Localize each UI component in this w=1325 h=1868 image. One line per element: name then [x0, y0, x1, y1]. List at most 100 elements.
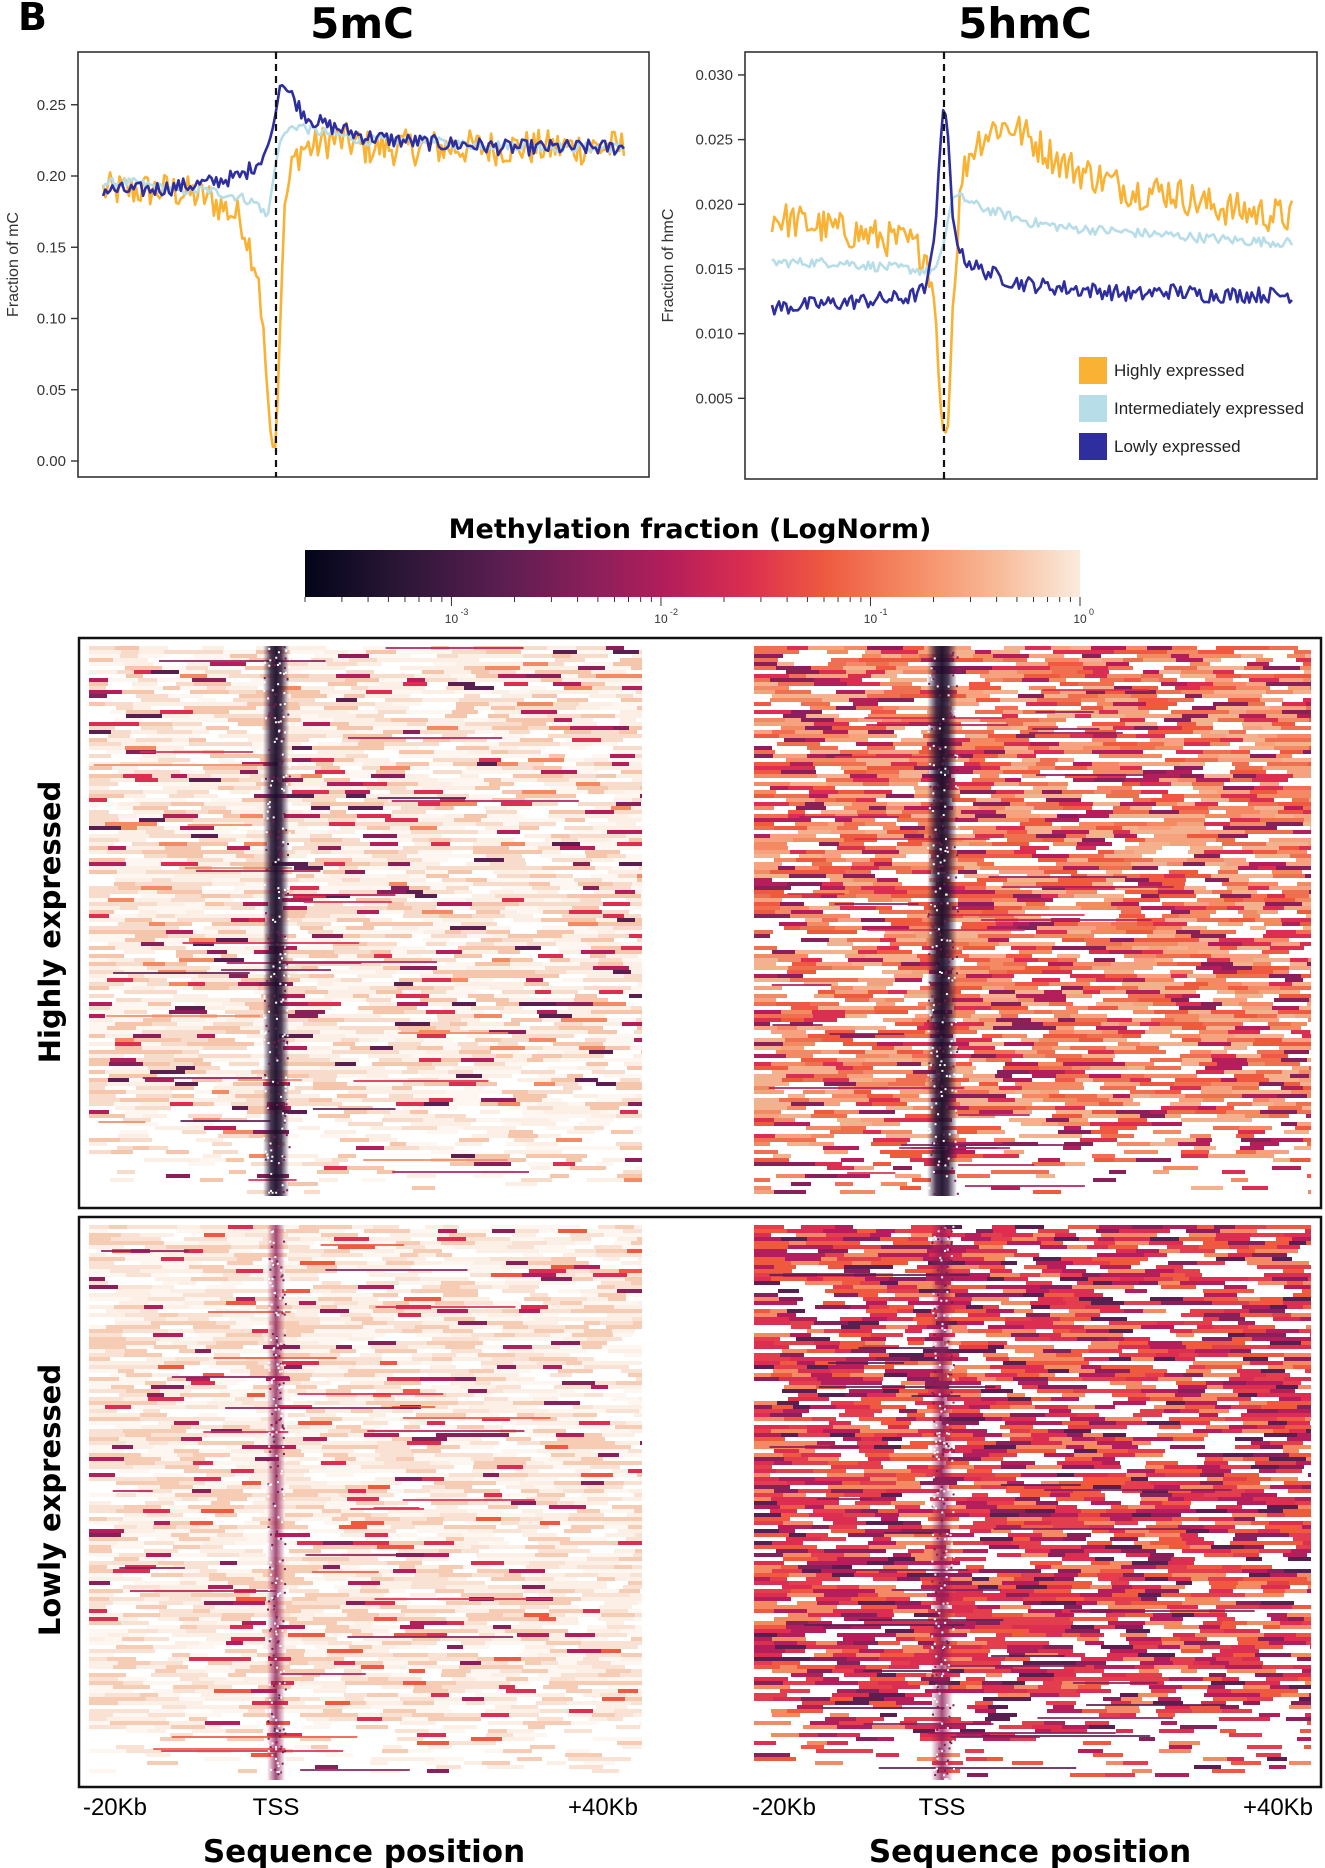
heatmap-cell: [599, 958, 622, 962]
heatmap-cell: [640, 786, 642, 790]
heatmap-cell: [494, 734, 524, 738]
heatmap-cell: [530, 994, 551, 998]
heatmap-cell: [426, 878, 442, 882]
heatmap-cell: [1210, 742, 1230, 746]
heatmap-cell: [1069, 854, 1104, 858]
heatmap-cell: [640, 1014, 642, 1018]
heatmap-cell: [1213, 722, 1242, 726]
heatmap-cell: [89, 926, 125, 930]
tss-speckle: [281, 1127, 284, 1130]
heatmap-cell: [1139, 794, 1162, 798]
heatmap-cell: [451, 1094, 479, 1098]
heatmap-cell: [819, 670, 846, 674]
heatmap-cell: [455, 1142, 482, 1146]
heatmap-cell: [244, 822, 265, 826]
heatmap-cell: [1229, 806, 1254, 810]
heatmap-cell: [1267, 762, 1283, 766]
heatmap-cell: [161, 882, 196, 886]
heatmap-cell: [348, 1158, 367, 1162]
heatmap-cell: [340, 750, 364, 754]
heatmap-cell: [1039, 718, 1066, 722]
heatmap-cell: [1125, 838, 1145, 842]
heatmap-cell: [544, 762, 576, 766]
heatmap-cell: [287, 794, 314, 798]
heatmap-cell: [504, 970, 535, 974]
heatmap-cell: [1278, 882, 1297, 886]
heatmap-cell: [779, 942, 805, 946]
heatmap-cell: [405, 770, 433, 774]
heatmap-cell: [283, 1170, 317, 1174]
heatmap-cell: [422, 698, 459, 702]
heatmap-cell: [486, 898, 502, 902]
heatmap-cell: [342, 690, 366, 694]
heatmap-cell: [346, 842, 370, 846]
heatmap-cell: [193, 930, 218, 934]
heatmap-cell: [284, 786, 320, 790]
heatmap-cell: [340, 1138, 369, 1142]
heatmap-cell: [517, 702, 553, 706]
heatmap-cell: [126, 862, 161, 866]
tss-speckle: [283, 702, 286, 705]
heatmap-cell: [171, 718, 200, 722]
heatmap-cell: [992, 842, 1029, 846]
tss-speckle: [283, 789, 286, 792]
heatmap-cell: [1205, 878, 1229, 882]
heatmap-cell: [854, 922, 891, 926]
heatmap-cell: [1122, 826, 1138, 830]
heatmap-cell: [1016, 734, 1035, 738]
series-line-lowly: [770, 108, 1293, 316]
heatmap-cell: [89, 1054, 124, 1058]
heatmap-cell: [302, 918, 337, 922]
heatmap-cell: [313, 1034, 345, 1038]
heatmap-cell: [835, 818, 852, 822]
heatmap-cell: [562, 914, 585, 918]
heatmap-cell: [476, 834, 499, 838]
heatmap-cell: [1032, 854, 1069, 858]
heatmap-cell: [233, 1082, 263, 1086]
heatmap-cell: [1168, 706, 1192, 710]
heatmap-cell: [225, 1006, 249, 1010]
heatmap-cell: [301, 670, 330, 674]
heatmap-cell: [777, 662, 794, 666]
heatmap-cell: [1032, 890, 1066, 894]
heatmap-cell: [789, 802, 805, 806]
heatmap-cell: [891, 762, 917, 766]
heatmap-cell: [1086, 690, 1105, 694]
heatmap-cell: [1216, 646, 1234, 650]
heatmap-cell: [1172, 646, 1197, 650]
heatmap-cell: [89, 678, 108, 682]
heatmap-cell: [965, 886, 986, 890]
heatmap-cell: [391, 886, 409, 890]
heatmap-cell: [282, 778, 303, 782]
heatmap-cell: [157, 1058, 174, 1062]
heatmap-cell: [344, 1126, 371, 1130]
tss-speckle: [279, 853, 282, 856]
heatmap-cell: [622, 1022, 642, 1026]
heatmap-cell: [629, 726, 642, 730]
tss-speckle: [286, 1042, 289, 1045]
heatmap-cell: [494, 686, 520, 690]
heatmap-cell: [1282, 922, 1300, 926]
heatmap-cell: [230, 654, 257, 658]
heatmap-cell: [284, 706, 300, 710]
heatmap-cell: [754, 842, 787, 846]
y-tick-label: 0.05: [37, 382, 66, 399]
y-tick-label: 0.025: [695, 132, 733, 149]
tss-speckle: [279, 720, 282, 723]
heatmap-cell: [595, 806, 611, 810]
heatmap-cell: [617, 822, 636, 826]
heatmap-cell: [788, 918, 805, 922]
heatmap-cell: [177, 990, 207, 994]
heatmap-cell: [779, 922, 807, 926]
heatmap-cell: [1161, 682, 1187, 686]
heatmap-cell: [541, 946, 558, 950]
heatmap-cell: [476, 674, 498, 678]
heatmap-cell: [1024, 798, 1046, 802]
heatmap-cell: [352, 990, 376, 994]
heatmap-cell: [1064, 654, 1082, 658]
heatmap-cell: [813, 762, 833, 766]
heatmap-cell: [185, 1126, 204, 1130]
heatmap-cell: [345, 962, 381, 966]
heatmap-cell: [89, 1090, 126, 1094]
